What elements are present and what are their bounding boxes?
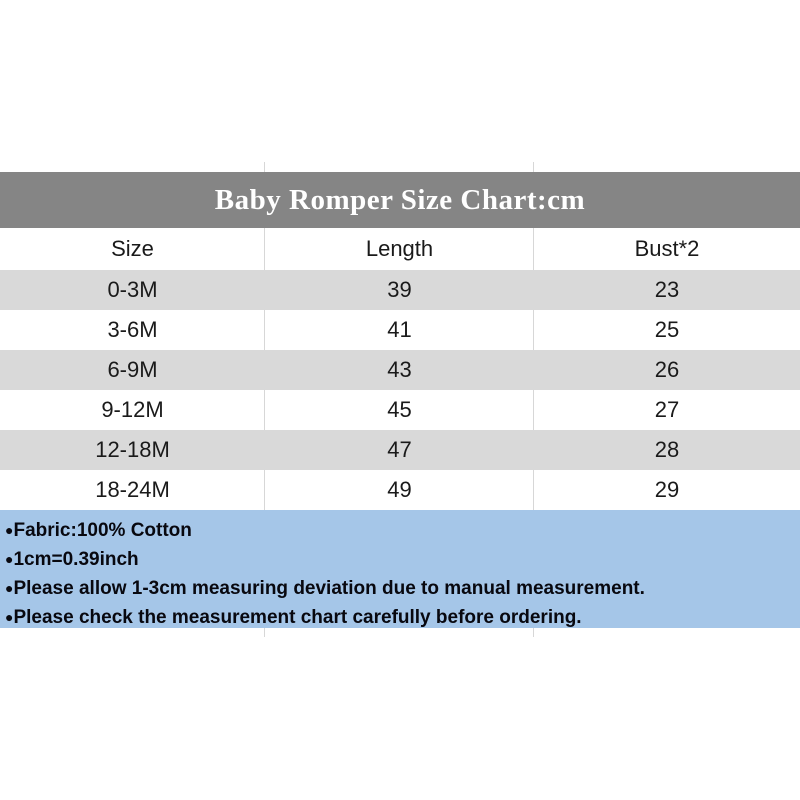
cell-length: 41 [387,317,412,342]
column-header-length: Length [365,236,434,261]
column-divider-line [533,162,534,637]
column-divider-line [264,162,265,637]
cell-length: 47 [387,437,412,462]
cell-size: 9-12M [101,397,164,422]
size-table: Size Length Bust*2 0-3M 39 23 3-6M 41 25… [0,228,800,510]
cell-bust: 28 [654,437,680,462]
table-row: 0-3M 39 23 [0,270,800,310]
bullet-icon: ● [5,609,14,625]
cell-size: 0-3M [107,277,158,302]
note-text: Please allow 1-3cm measuring deviation d… [13,578,645,599]
size-chart-content: Baby Romper Size Chart:cm Size Length Bu… [0,172,800,628]
table-row: 12-18M 47 28 [0,430,800,470]
cell-size: 6-9M [107,357,158,382]
column-header-size: Size [111,236,154,261]
bullet-icon: ● [5,580,14,596]
cell-bust: 29 [654,477,680,502]
note-text: Fabric:100% Cotton [13,520,192,541]
table-row: 6-9M 43 26 [0,350,800,390]
page-title: Baby Romper Size Chart:cm [214,183,586,216]
title-bar: Baby Romper Size Chart:cm [0,172,800,228]
cell-length: 45 [387,397,412,422]
column-header-bust: Bust*2 [634,236,700,261]
note-deviation: ●Please allow 1-3cm measuring deviation … [5,574,792,603]
table-row: 18-24M 49 29 [0,470,800,510]
table-row: 3-6M 41 25 [0,310,800,350]
note-fabric: ●Fabric:100% Cotton [5,516,792,545]
cell-size: 3-6M [107,317,158,342]
note-text: 1cm=0.39inch [13,549,139,570]
cell-bust: 25 [654,317,680,342]
cell-bust: 23 [654,277,680,302]
bullet-icon: ● [5,551,14,567]
cell-bust: 26 [654,357,680,382]
note-check-chart: ●Please check the measurement chart care… [5,603,792,632]
cell-size: 12-18M [95,437,170,462]
cell-bust: 27 [654,397,680,422]
cell-length: 39 [387,277,412,302]
note-text: Please check the measurement chart caref… [13,607,582,628]
bullet-icon: ● [5,522,14,538]
cell-length: 49 [387,477,412,502]
table-header-row: Size Length Bust*2 [0,228,800,270]
cell-length: 43 [387,357,412,382]
table-row: 9-12M 45 27 [0,390,800,430]
note-conversion: ●1cm=0.39inch [5,545,792,574]
cell-size: 18-24M [95,477,170,502]
notes-box: ●Fabric:100% Cotton ●1cm=0.39inch ●Pleas… [0,510,800,628]
